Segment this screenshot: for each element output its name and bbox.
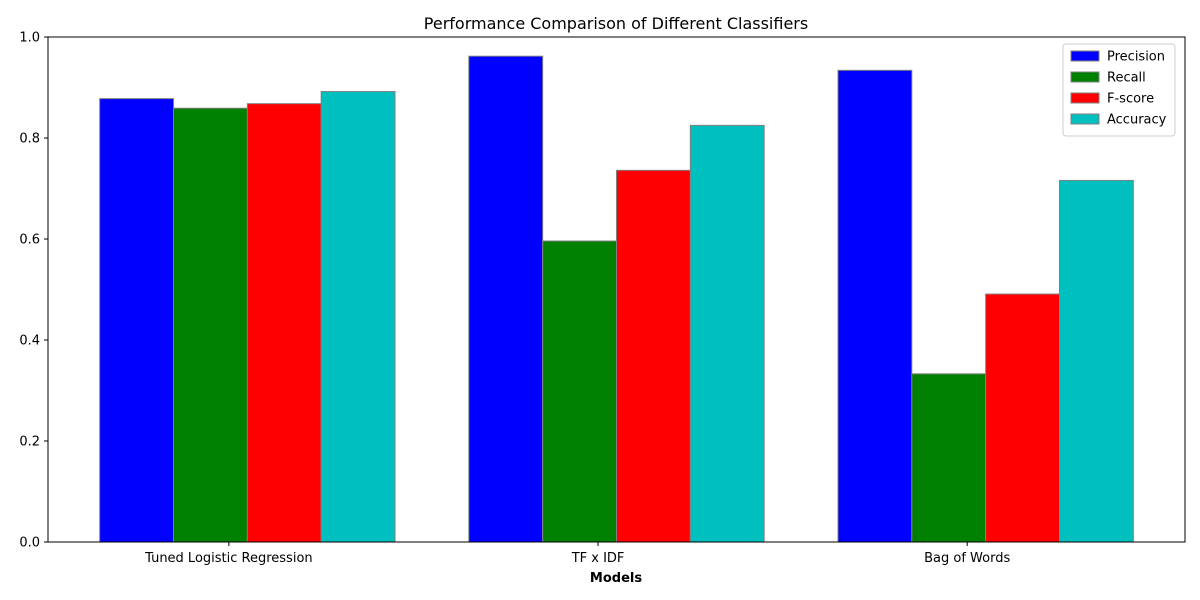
x-axis-label: Models [590,571,642,586]
legend-swatch-recall [1070,71,1100,83]
legend: Precision Recall F-score Accuracy [1062,43,1176,137]
y-tick-label: 0.8 [19,132,40,147]
chart-title: Performance Comparison of Different Clas… [424,14,808,33]
legend-swatch-f-score [1070,92,1100,104]
legend-label-precision: Precision [1107,50,1165,65]
bar-precision-1 [468,55,544,543]
bar-f-score-0 [246,103,322,543]
legend-swatch-precision [1070,50,1100,62]
y-tick-label: 0.4 [19,334,40,349]
y-tick-label: 0.0 [19,536,40,551]
bar-f-score-2 [985,293,1060,543]
bar-recall-0 [173,107,248,543]
x-tick-label: Bag of Words [924,551,1010,566]
legend-label-recall: Recall [1107,71,1146,86]
x-tick-label: Tuned Logistic Regression [144,551,313,566]
bars-layer [99,55,1134,543]
axes-layer: 0.0 0.2 0.4 0.6 0.8 1.0 Tuned Logistic Regress… [19,31,1186,566]
y-tick-label: 1.0 [19,31,40,46]
bar-precision-0 [99,98,175,543]
x-tick-label: TF x IDF [571,551,625,566]
legend-box [1062,43,1176,137]
legend-label-accuracy: Accuracy [1107,113,1167,128]
bar-f-score-1 [616,169,691,543]
plot-frame [47,36,1186,543]
bar-accuracy-2 [1058,179,1134,543]
bar-accuracy-0 [320,91,396,543]
bar-accuracy-1 [689,124,765,543]
legend-swatch-accuracy [1070,113,1100,125]
bar-recall-1 [542,240,617,543]
y-tick-label: 0.6 [19,233,40,248]
bar-precision-2 [837,69,913,543]
y-tick-label: 0.2 [19,435,40,450]
legend-label-f-score: F-score [1107,92,1154,107]
bar-recall-2 [911,373,987,543]
